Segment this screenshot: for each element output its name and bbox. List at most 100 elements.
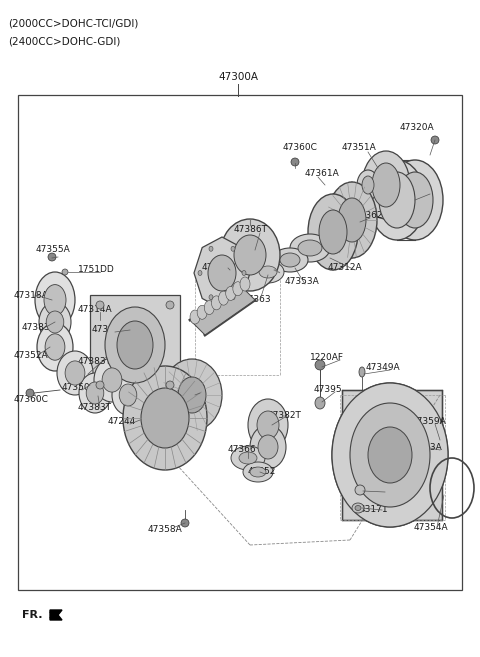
Ellipse shape	[86, 382, 104, 404]
Ellipse shape	[291, 158, 299, 166]
Ellipse shape	[231, 295, 235, 300]
Ellipse shape	[220, 219, 280, 291]
Ellipse shape	[112, 375, 144, 415]
Polygon shape	[194, 237, 250, 309]
Ellipse shape	[280, 253, 300, 267]
Bar	[18, 95, 462, 590]
Ellipse shape	[57, 351, 93, 395]
Ellipse shape	[431, 136, 439, 144]
Ellipse shape	[368, 427, 412, 483]
Ellipse shape	[250, 425, 286, 469]
Ellipse shape	[252, 261, 284, 283]
Text: (2000CC>DOHC-TCI/GDI): (2000CC>DOHC-TCI/GDI)	[8, 18, 138, 28]
Bar	[90, 295, 180, 395]
Polygon shape	[190, 285, 255, 335]
Ellipse shape	[46, 311, 64, 333]
Ellipse shape	[387, 160, 443, 240]
Text: 47360C: 47360C	[283, 143, 318, 152]
Text: 47314A: 47314A	[78, 306, 113, 315]
Ellipse shape	[141, 388, 189, 448]
Text: 47353A: 47353A	[285, 277, 320, 286]
Text: 1751DD: 1751DD	[78, 265, 115, 275]
Ellipse shape	[258, 435, 278, 459]
Ellipse shape	[259, 266, 277, 278]
Ellipse shape	[243, 462, 273, 482]
Text: (2400CC>DOHC-GDI): (2400CC>DOHC-GDI)	[8, 36, 120, 46]
Text: 47357A: 47357A	[92, 325, 127, 334]
Text: 47452: 47452	[248, 468, 276, 476]
Ellipse shape	[208, 255, 236, 291]
Text: FR.: FR.	[22, 610, 43, 620]
Ellipse shape	[190, 310, 200, 324]
Ellipse shape	[242, 271, 246, 275]
Ellipse shape	[352, 503, 364, 513]
Ellipse shape	[166, 301, 174, 309]
Ellipse shape	[290, 234, 330, 262]
Ellipse shape	[372, 163, 400, 207]
Ellipse shape	[359, 367, 365, 377]
Text: 1220AF: 1220AF	[310, 353, 344, 363]
Ellipse shape	[162, 359, 222, 431]
Ellipse shape	[319, 210, 347, 254]
Ellipse shape	[37, 323, 73, 371]
Text: 47383T: 47383T	[78, 403, 112, 413]
Ellipse shape	[239, 452, 257, 464]
Ellipse shape	[39, 302, 71, 342]
Ellipse shape	[308, 194, 358, 270]
Text: 47383T: 47383T	[78, 357, 112, 367]
Ellipse shape	[248, 399, 288, 451]
Text: 47360C: 47360C	[14, 396, 49, 405]
Ellipse shape	[257, 411, 279, 439]
Ellipse shape	[369, 160, 425, 240]
Text: 47354A: 47354A	[414, 522, 449, 532]
Text: 47465: 47465	[178, 386, 206, 394]
Ellipse shape	[197, 306, 207, 319]
Ellipse shape	[105, 307, 165, 383]
Text: 47350A: 47350A	[62, 384, 97, 392]
Ellipse shape	[178, 377, 206, 413]
Ellipse shape	[379, 172, 415, 228]
Ellipse shape	[332, 383, 448, 527]
Text: 47308B: 47308B	[202, 263, 237, 273]
Ellipse shape	[198, 271, 202, 275]
Ellipse shape	[166, 381, 174, 389]
Ellipse shape	[355, 505, 361, 510]
Text: 21513: 21513	[364, 487, 393, 497]
Text: 47312A: 47312A	[328, 263, 362, 273]
Polygon shape	[50, 610, 62, 620]
Ellipse shape	[298, 240, 322, 256]
Text: 47318A: 47318A	[14, 290, 49, 300]
Ellipse shape	[233, 282, 243, 296]
Text: 47300A: 47300A	[218, 72, 258, 82]
Ellipse shape	[204, 300, 214, 315]
Text: 47358A: 47358A	[148, 526, 183, 535]
Ellipse shape	[226, 286, 236, 300]
Ellipse shape	[35, 272, 75, 328]
Text: 47362: 47362	[355, 210, 384, 219]
Ellipse shape	[45, 334, 65, 360]
Ellipse shape	[209, 295, 213, 300]
Ellipse shape	[26, 389, 34, 397]
Text: 47366: 47366	[228, 445, 257, 455]
Ellipse shape	[65, 361, 85, 385]
Ellipse shape	[48, 253, 56, 261]
Text: 47244: 47244	[108, 417, 136, 426]
Text: 47355A: 47355A	[36, 246, 71, 254]
Ellipse shape	[357, 170, 379, 200]
Ellipse shape	[231, 446, 265, 470]
Ellipse shape	[62, 269, 68, 275]
Ellipse shape	[96, 381, 104, 389]
Text: 47352A: 47352A	[14, 350, 48, 359]
Text: 47382T: 47382T	[268, 411, 302, 420]
Ellipse shape	[96, 301, 104, 309]
Ellipse shape	[332, 383, 448, 527]
Ellipse shape	[209, 246, 213, 251]
Ellipse shape	[218, 291, 228, 305]
Ellipse shape	[350, 403, 430, 507]
Ellipse shape	[397, 172, 433, 228]
Text: 47363: 47363	[243, 294, 272, 304]
Text: 47359A: 47359A	[412, 417, 447, 426]
Ellipse shape	[123, 366, 207, 470]
Ellipse shape	[355, 485, 365, 495]
Ellipse shape	[181, 519, 189, 527]
